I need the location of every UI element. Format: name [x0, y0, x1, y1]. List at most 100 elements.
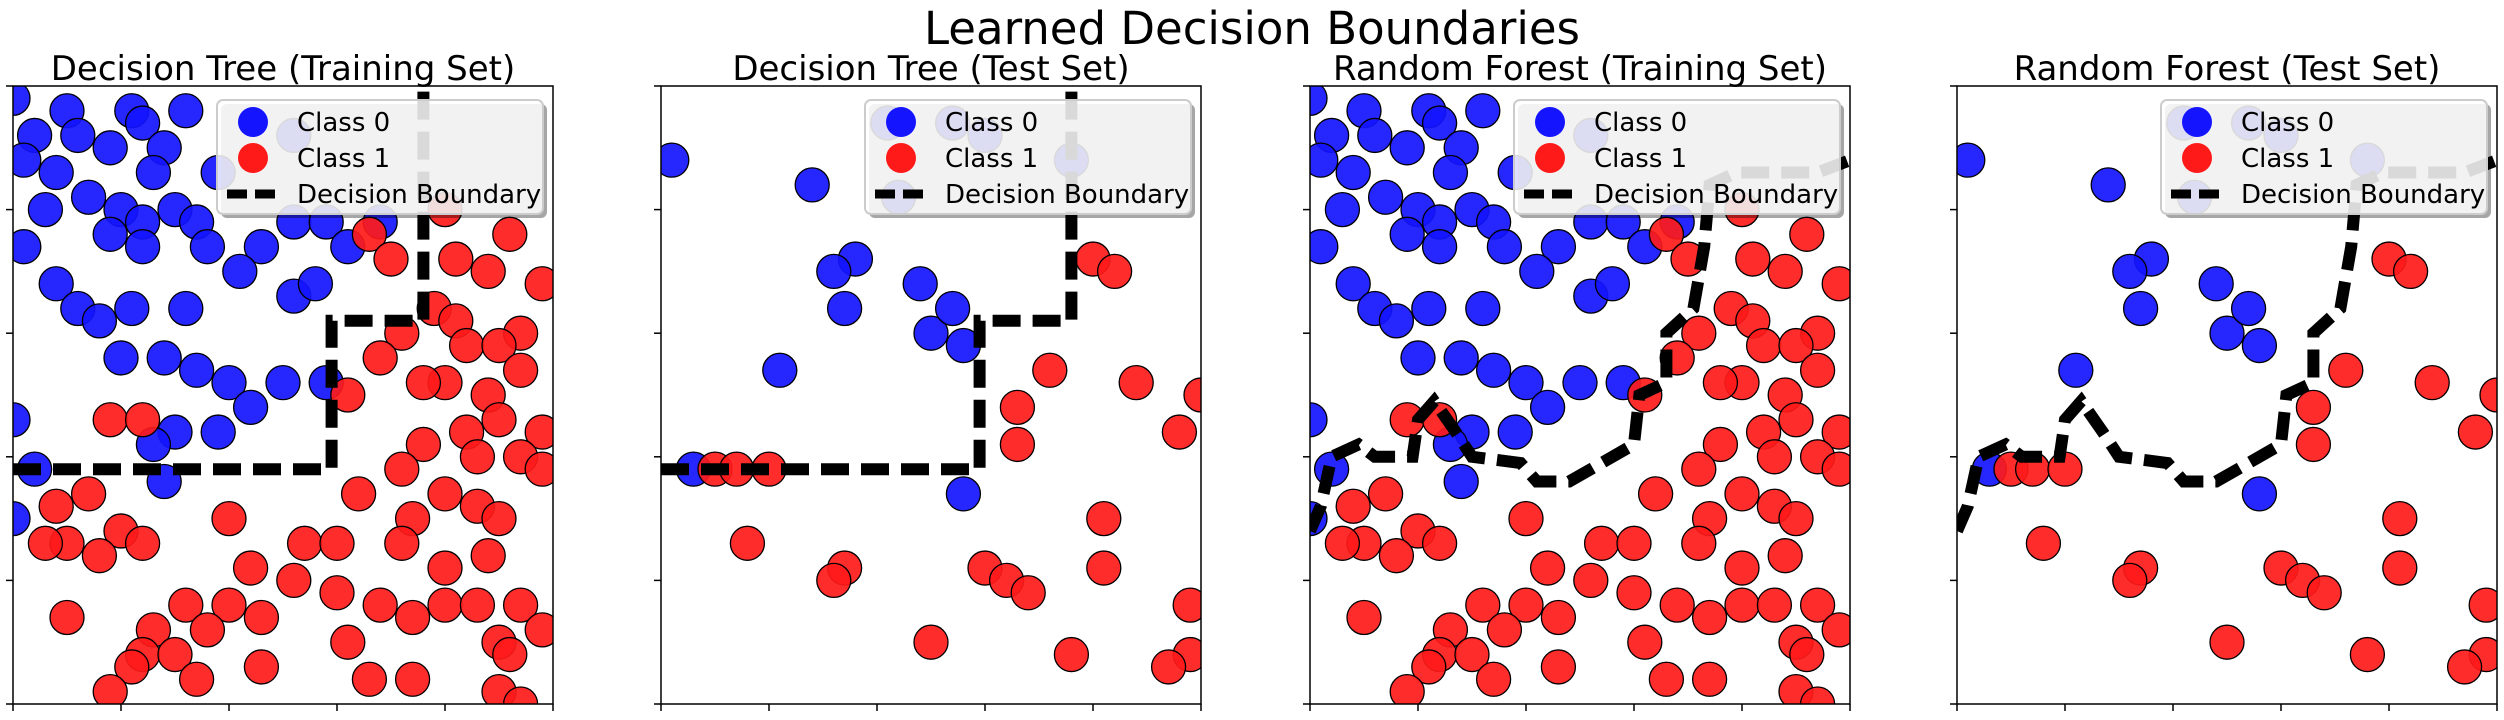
- data-point: [1821, 266, 1850, 302]
- data-point: [524, 414, 553, 450]
- data-point: [2295, 426, 2332, 463]
- data-point: [1150, 649, 1187, 685]
- data-point: [13, 229, 42, 265]
- legend: Class 0 Class 1 Decision Boundary: [1513, 99, 1844, 218]
- data-point: [1789, 216, 1825, 252]
- data-point: [1335, 266, 1371, 302]
- legend-label: Class 1: [945, 144, 1038, 174]
- data-point: [2349, 636, 2386, 673]
- data-point: [1745, 327, 1782, 364]
- data-point: [1465, 93, 1501, 129]
- data-point: [1540, 599, 1577, 636]
- data-point: [481, 500, 517, 537]
- data-point: [1756, 439, 1793, 475]
- legend-marker: [886, 143, 916, 173]
- data-point: [2241, 476, 2278, 512]
- data-point: [999, 389, 1036, 426]
- data-point: [157, 636, 193, 673]
- data-point: [1821, 612, 1850, 648]
- legend-box: [216, 99, 544, 215]
- data-point: [1421, 105, 1458, 141]
- data-point: [92, 673, 128, 704]
- data-point: [124, 105, 161, 141]
- data-point: [1562, 364, 1598, 401]
- data-point: [1310, 142, 1339, 178]
- data-point: [13, 86, 31, 117]
- data-point: [189, 612, 226, 648]
- legend-class-0: Class 0: [2182, 107, 2334, 138]
- legend-class-0: Class 0: [238, 107, 390, 138]
- data-point: [1400, 340, 1436, 376]
- panel-2: Random Forest (Training Set)Class 0Class…: [1303, 49, 1851, 711]
- data-point: [1681, 315, 1717, 351]
- data-point: [1594, 266, 1631, 302]
- data-point: [2295, 389, 2332, 426]
- data-point: [13, 500, 31, 537]
- data-point: [1421, 525, 1458, 561]
- panel-0: Decision Tree (Training Set)Class 0Class…: [6, 49, 554, 711]
- data-point: [211, 500, 247, 537]
- data-point: [1778, 500, 1814, 537]
- data-point: [1486, 229, 1523, 265]
- legend-label: Decision Boundary: [1594, 180, 1838, 210]
- legend-marker: [1535, 143, 1565, 173]
- data-point: [1346, 599, 1382, 636]
- data-point: [27, 525, 64, 561]
- data-point: [794, 167, 830, 203]
- data-point: [222, 253, 258, 290]
- axes-frame: [12, 85, 554, 705]
- legend-boundary: Decision Boundary: [875, 180, 1189, 210]
- data-point: [1799, 587, 1836, 623]
- data-point: [1529, 550, 1566, 586]
- data-point: [1465, 587, 1501, 623]
- data-point: [276, 562, 312, 599]
- data-point: [934, 290, 971, 327]
- data-point: [1432, 154, 1469, 191]
- data-point: [1465, 290, 1501, 327]
- data-point: [1821, 451, 1850, 487]
- data-point: [2382, 500, 2418, 537]
- data-point: [524, 266, 553, 302]
- data-point: [1411, 290, 1447, 327]
- legend-label: Class 0: [297, 108, 390, 138]
- data-point: [2230, 290, 2267, 327]
- legend-label: Class 1: [2241, 144, 2334, 174]
- series-class-1: [27, 191, 553, 704]
- data-point: [1508, 364, 1544, 401]
- data-point: [1583, 525, 1620, 561]
- data-point: [1118, 364, 1154, 401]
- legend-label: Class 1: [297, 144, 390, 174]
- data-point: [2241, 327, 2278, 364]
- data-point: [1799, 352, 1836, 388]
- data-point: [92, 216, 128, 252]
- data-point: [1378, 538, 1415, 574]
- panel-title: Decision Tree (Test Set): [732, 49, 1129, 89]
- data-point: [178, 661, 215, 697]
- data-point: [319, 525, 355, 561]
- data-point: [1821, 414, 1850, 450]
- legend-marker: [238, 107, 268, 137]
- data-point: [1691, 661, 1728, 697]
- data-point: [1086, 500, 1122, 537]
- data-point: [330, 624, 366, 660]
- data-point: [1724, 476, 1760, 512]
- legend-class-1: Class 1: [238, 143, 390, 174]
- legend-boundary: Decision Boundary: [2171, 180, 2485, 210]
- data-point: [81, 303, 118, 339]
- data-point: [2112, 562, 2148, 599]
- legend-class-0: Class 0: [886, 107, 1038, 138]
- data-point: [1497, 414, 1533, 450]
- data-point: [1508, 500, 1544, 537]
- legend-marker: [2182, 143, 2212, 173]
- data-point: [816, 253, 852, 290]
- data-point: [999, 426, 1036, 463]
- data-point: [168, 587, 204, 623]
- data-point: [1627, 624, 1663, 660]
- data-point: [1573, 562, 1609, 599]
- data-point: [2457, 414, 2494, 450]
- data-point: [81, 538, 118, 574]
- data-point: [1411, 649, 1447, 685]
- data-point: [1681, 525, 1717, 561]
- data-point: [913, 315, 949, 351]
